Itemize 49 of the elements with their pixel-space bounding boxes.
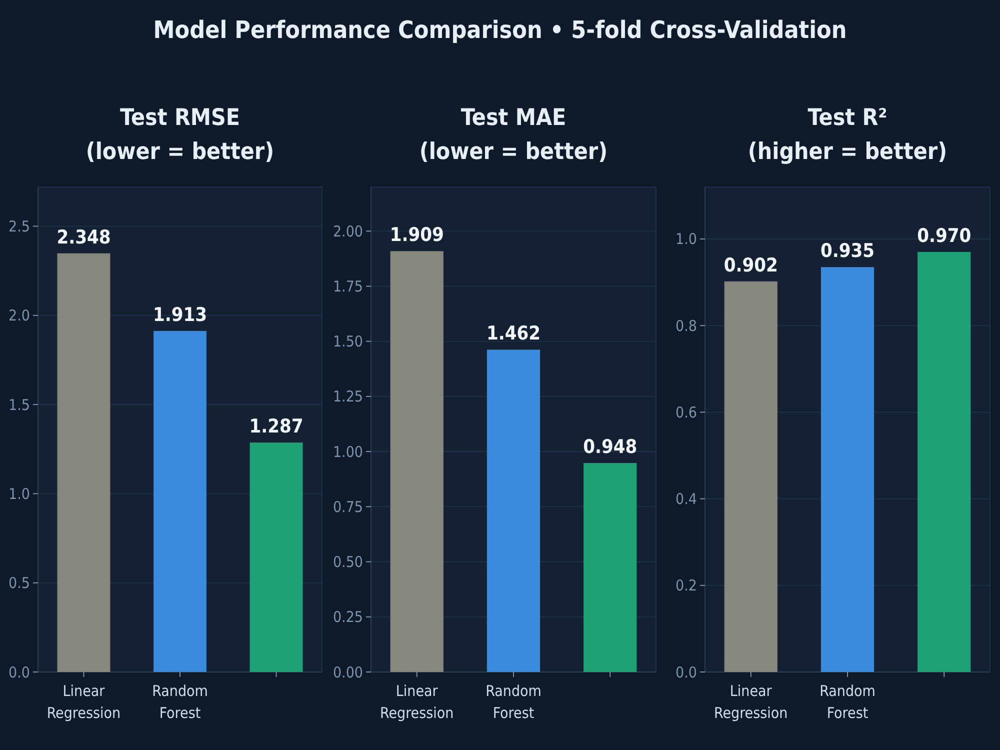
text: Model Performance Comparison • 5-fold Cross-Validation xyxy=(153,16,847,44)
chart-title: Test R² (higher = better) xyxy=(748,105,948,165)
chart-title: Test RMSE (lower = better) xyxy=(86,105,274,165)
data-label: 1.913 xyxy=(152,304,208,326)
bar xyxy=(390,251,444,672)
x-tick-label: Linear Regression xyxy=(714,682,788,722)
bar xyxy=(154,330,206,672)
data-label: 0.902 xyxy=(724,254,778,276)
x-tick-label: Random Forest xyxy=(152,682,208,722)
y-tick-label: 1.0 xyxy=(676,230,697,248)
y-tick-label: 0.6 xyxy=(676,403,697,422)
y-tick-label: 2.00 xyxy=(332,222,363,240)
y-tick-label: 1.00 xyxy=(332,442,363,461)
data-label: 1.462 xyxy=(486,322,541,345)
bar xyxy=(584,463,637,672)
bar xyxy=(57,253,110,672)
y-tick-label: 0.25 xyxy=(332,608,363,626)
chart-title: Test MAE (lower = better) xyxy=(419,105,608,165)
data-label: 1.909 xyxy=(390,224,444,246)
y-tick-label: 2.5 xyxy=(8,217,30,236)
x-tick-label: Random Forest xyxy=(486,682,542,722)
y-tick-label: 0.75 xyxy=(332,498,363,516)
y-tick-label: 0.0 xyxy=(676,663,697,682)
y-tick-label: 1.25 xyxy=(332,388,363,406)
data-label: 2.348 xyxy=(56,226,111,248)
bar xyxy=(918,252,971,672)
data-label: 0.935 xyxy=(820,240,875,262)
y-tick-label: 1.5 xyxy=(8,396,30,414)
y-tick-label: 0.50 xyxy=(332,553,363,572)
y-tick-label: 0.2 xyxy=(676,576,697,595)
bar xyxy=(724,281,778,672)
x-tick-label: Linear Regression xyxy=(380,682,454,722)
data-label: 0.948 xyxy=(583,436,638,458)
x-tick-label: Linear Regression xyxy=(46,682,121,722)
y-tick-label: 1.50 xyxy=(332,332,363,351)
y-tick-label: 1.75 xyxy=(332,277,363,296)
bar xyxy=(820,267,874,672)
y-tick-label: 0.4 xyxy=(676,490,697,508)
y-tick-label: 0.00 xyxy=(332,663,363,682)
bar xyxy=(486,350,540,672)
data-label: 0.970 xyxy=(917,224,972,247)
x-tick-label: Random Forest xyxy=(820,682,876,722)
data-label: 1.287 xyxy=(249,416,304,438)
y-tick-label: 2.0 xyxy=(8,306,30,325)
y-tick-label: 0.8 xyxy=(676,316,697,335)
y-tick-label: 1.0 xyxy=(8,484,30,503)
y-tick-label: 0.5 xyxy=(8,574,30,592)
bar xyxy=(250,442,303,672)
y-tick-label: 0.0 xyxy=(8,663,30,682)
